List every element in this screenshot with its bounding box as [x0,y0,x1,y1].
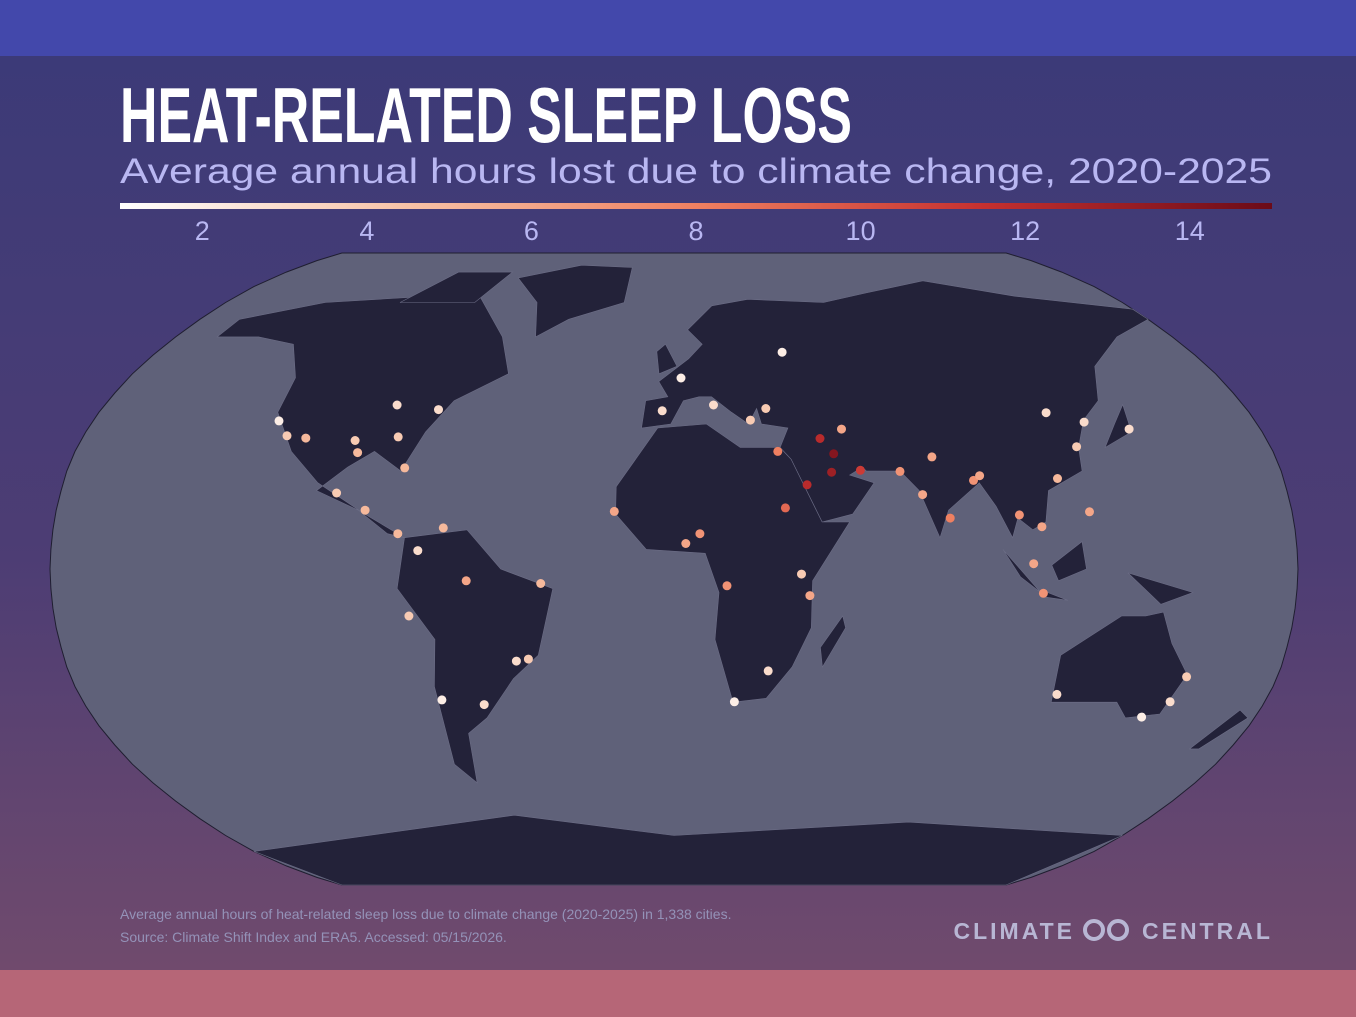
land [216,295,509,538]
city-dot [827,467,837,477]
city-dot [722,581,732,591]
land [820,615,846,668]
city-dot [404,611,414,621]
top-band [0,0,1356,56]
city-dot [761,404,771,413]
legend-tick-label: 12 [1010,216,1040,246]
land [399,271,514,303]
city-dot [1029,559,1039,569]
land [615,423,851,703]
bottom-band [0,970,1356,1017]
land [1188,709,1249,750]
city-dot [918,490,928,500]
city-dot [479,700,489,710]
city-dot [274,416,284,426]
city-dot [1038,588,1048,598]
legend-bar [120,203,1272,209]
ocean [49,252,1299,886]
footnote: Average annual hours of heat-related sle… [120,906,731,922]
city-dot [393,432,403,442]
city-dot [434,405,443,415]
legend-tick-label: 2 [195,216,210,246]
brand-right: CENTRAL [1142,918,1273,944]
land [656,343,678,375]
city-dot [695,529,705,539]
land [396,529,554,784]
land [1051,541,1087,582]
map [49,252,1299,886]
source: Source: Climate Shift Index and ERA5. Ac… [120,929,507,945]
city-dot [1053,474,1062,483]
city-dot [1182,672,1192,682]
city-dot [829,449,839,459]
city-dot [855,465,865,475]
legend-tick-label: 6 [524,216,539,246]
legend-tick-label: 10 [846,216,876,246]
city-dot [413,546,423,556]
city-dot [729,697,739,707]
city-dot [392,400,402,410]
legend-tick-label: 8 [688,216,703,246]
city-dot [895,466,905,476]
city-dot [437,695,447,705]
city-dot [1052,689,1062,699]
city-dot [815,434,825,443]
city-dot [301,433,311,443]
city-dot [1165,697,1175,707]
city-dot [681,539,691,548]
city-dot [1037,522,1047,532]
city-dot [1079,417,1089,427]
city-dot [802,480,812,490]
city-dot [969,475,978,485]
land [1002,549,1041,593]
land [1104,403,1132,449]
city-dot [523,654,533,664]
city-dot [780,503,790,513]
city-dot [360,505,370,515]
legend: 2 4 6 8 10 12 14 [195,216,1205,246]
city-dot [400,463,410,473]
land [517,264,633,338]
city-dot [777,347,787,357]
city-dot [511,656,521,666]
city-dot [1014,510,1024,520]
city-dot [609,506,619,516]
city-dot [763,666,773,676]
legend-tick-label: 4 [359,216,374,246]
brand-logo [1083,919,1129,941]
city-dot [353,448,363,458]
land [1127,572,1194,605]
land [641,280,1149,539]
city-dot [975,471,985,481]
city-dot [1137,712,1147,722]
city-dot [945,513,955,523]
subtitle: Average annual hours lost due to climate… [120,152,1272,191]
city-dot [1124,424,1134,434]
city-dot [1085,507,1094,517]
city-dot [536,579,546,588]
land [253,814,1123,886]
city-dot [676,373,686,383]
city-dot [773,446,783,456]
city-dot [282,431,292,441]
city-dot [350,436,360,445]
city-dot [1041,408,1051,418]
city-dot [805,591,815,601]
city-dot [393,529,403,539]
legend-tick-label: 14 [1175,216,1205,246]
city-dot [438,523,448,533]
city-dot [332,488,342,498]
city-dot [745,415,755,425]
city-dot [837,424,846,434]
brand-left: CLIMATE [953,918,1075,944]
city-dot [797,569,806,579]
title: HEAT-RELATED SLEEP LOSS [120,71,852,159]
city-dot [709,400,718,410]
city-dot [927,452,937,462]
city-dot [657,406,667,416]
city-dot [461,576,471,586]
city-dot [1072,442,1082,452]
